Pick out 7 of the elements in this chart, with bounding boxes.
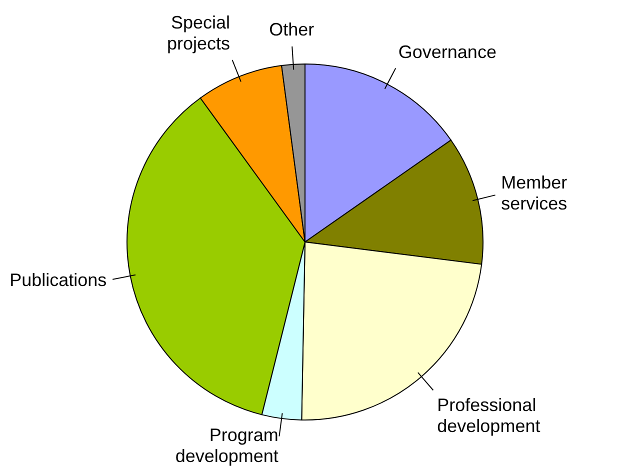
slice-label: Professional development	[437, 394, 540, 436]
slice-label: Member services	[501, 172, 568, 214]
slice-label: Governance	[398, 42, 496, 62]
slice-label: Publications	[10, 270, 107, 290]
slice-label: Special projects	[167, 12, 230, 54]
slice-label: Program development	[175, 425, 278, 466]
slice-label: Other	[269, 19, 314, 40]
